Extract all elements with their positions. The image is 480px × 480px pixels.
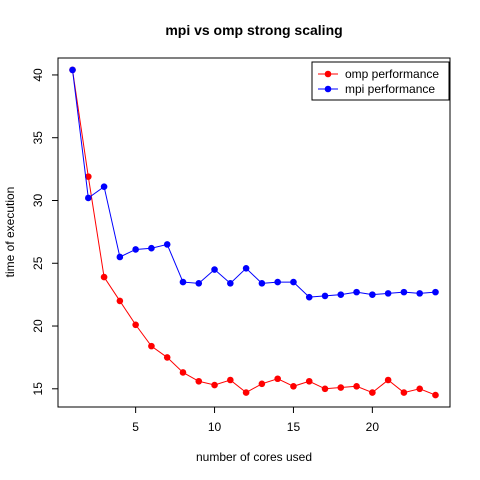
y-axis: 15 20 25 30 35 40 (31, 68, 58, 396)
data-point-mpi-performance (163, 241, 171, 248)
data-point-mpi-performance (369, 291, 376, 298)
data-point-omp-performance (100, 273, 108, 281)
data-point-omp-performance (163, 354, 171, 361)
legend-marker-mpi-performance (324, 85, 332, 93)
legend-marker-omp-performance (324, 70, 332, 78)
data-point-mpi-performance (242, 264, 250, 272)
data-point-mpi-performance (69, 66, 76, 74)
data-point-mpi-performance (400, 288, 408, 296)
data-point-omp-performance (116, 297, 124, 305)
data-point-omp-performance (384, 376, 392, 384)
data-point-omp-performance (305, 377, 313, 385)
x-axis: 5 10 15 20 (132, 407, 379, 434)
x-axis-label: number of cores used (196, 450, 312, 464)
data-point-mpi-performance (195, 280, 203, 287)
data-point-omp-performance (321, 385, 329, 393)
data-point-omp-performance (179, 369, 187, 376)
legend-box (311, 61, 450, 101)
data-point-omp-performance (274, 375, 281, 383)
data-point-omp-performance (195, 377, 203, 385)
plot-frame (57, 57, 451, 408)
data-point-mpi-performance (337, 291, 345, 298)
data-point-mpi-performance (384, 290, 392, 297)
data-point-mpi-performance (100, 183, 108, 190)
data-point-omp-performance (400, 389, 408, 396)
data-point-mpi-performance (432, 288, 439, 296)
data-point-omp-performance (353, 382, 360, 390)
x-tick-label: 20 (366, 420, 380, 434)
data-point-mpi-performance (132, 246, 139, 253)
data-point-mpi-performance (211, 266, 218, 273)
data-point-omp-performance (148, 342, 155, 350)
x-tick-label: 5 (132, 420, 139, 434)
data-point-mpi-performance (148, 244, 155, 252)
y-tick-label: 25 (31, 256, 45, 270)
data-point-mpi-performance (84, 194, 92, 202)
legend-label-omp-performance: omp performance (345, 67, 439, 81)
x-tick-label: 10 (208, 420, 222, 434)
y-tick-label: 20 (31, 319, 45, 333)
data-point-omp-performance (132, 321, 139, 329)
data-point-mpi-performance (227, 280, 234, 287)
data-point-mpi-performance (274, 278, 281, 286)
series-line-omp-performance (72, 69, 436, 396)
data-point-omp-performance (432, 391, 439, 399)
chart-title: mpi vs omp strong scaling (165, 22, 342, 38)
y-tick-label: 35 (31, 131, 45, 145)
y-tick-label: 30 (31, 193, 45, 207)
data-point-omp-performance (227, 376, 234, 384)
data-point-mpi-performance (116, 253, 124, 261)
x-tick-label: 15 (287, 420, 301, 434)
data-point-omp-performance (337, 384, 345, 391)
data-point-mpi-performance (321, 292, 329, 300)
data-point-omp-performance (290, 382, 297, 390)
data-point-mpi-performance (179, 278, 187, 286)
data-point-mpi-performance (305, 293, 313, 301)
y-axis-label: time of execution (3, 187, 17, 278)
data-point-mpi-performance (258, 280, 266, 287)
series-line-mpi-performance (72, 69, 436, 298)
data-point-omp-performance (416, 385, 424, 393)
series-layer (69, 66, 439, 399)
data-point-mpi-performance (353, 288, 360, 296)
data-point-omp-performance (258, 380, 266, 388)
data-point-mpi-performance (290, 278, 297, 286)
data-point-omp-performance (369, 389, 376, 396)
y-tick-label: 15 (31, 382, 45, 396)
legend-label-mpi-performance: mpi performance (345, 82, 435, 96)
y-tick-label: 40 (31, 68, 45, 82)
data-point-omp-performance (211, 381, 218, 389)
data-point-mpi-performance (416, 290, 424, 297)
data-point-omp-performance (84, 173, 92, 180)
data-point-omp-performance (242, 389, 250, 396)
